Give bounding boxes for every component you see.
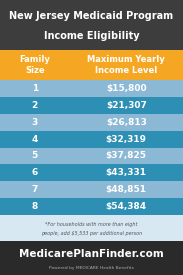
Bar	[0, 215, 183, 241]
Bar	[0, 198, 183, 215]
Text: Income Eligibility: Income Eligibility	[44, 31, 139, 41]
Text: Powered by MEDICARE Health Benefits: Powered by MEDICARE Health Benefits	[49, 266, 134, 270]
Text: $43,331: $43,331	[106, 168, 147, 177]
Text: $15,800: $15,800	[106, 84, 147, 93]
Text: Family
Size: Family Size	[19, 55, 50, 75]
Text: 3: 3	[32, 118, 38, 127]
Text: 5: 5	[32, 152, 38, 160]
Text: 8: 8	[32, 202, 38, 211]
Bar	[0, 241, 183, 275]
Bar	[0, 50, 183, 241]
Bar	[0, 164, 183, 181]
Text: 4: 4	[32, 134, 38, 144]
Bar	[0, 50, 183, 80]
Text: $54,384: $54,384	[106, 202, 147, 211]
Text: 7: 7	[32, 185, 38, 194]
Bar	[0, 80, 183, 97]
Text: 1: 1	[32, 84, 38, 93]
Text: 6: 6	[32, 168, 38, 177]
Bar	[0, 147, 183, 164]
Bar	[0, 97, 183, 114]
Text: people, add $5,533 per additional person: people, add $5,533 per additional person	[41, 231, 142, 236]
Text: *For households with more than eight: *For households with more than eight	[45, 222, 138, 227]
Text: $21,307: $21,307	[106, 101, 147, 110]
Text: Maximum Yearly
Income Level: Maximum Yearly Income Level	[87, 55, 165, 75]
Text: New Jersey Medicaid Program: New Jersey Medicaid Program	[10, 11, 173, 21]
Bar	[0, 131, 183, 147]
Bar	[0, 114, 183, 131]
Text: $32,319: $32,319	[106, 134, 147, 144]
Bar	[0, 181, 183, 198]
Text: $37,825: $37,825	[106, 152, 147, 160]
Bar	[0, 0, 183, 50]
Text: $26,813: $26,813	[106, 118, 147, 127]
Text: $48,851: $48,851	[106, 185, 147, 194]
Text: 2: 2	[32, 101, 38, 110]
Text: MedicarePlanFinder.com: MedicarePlanFinder.com	[19, 249, 164, 258]
